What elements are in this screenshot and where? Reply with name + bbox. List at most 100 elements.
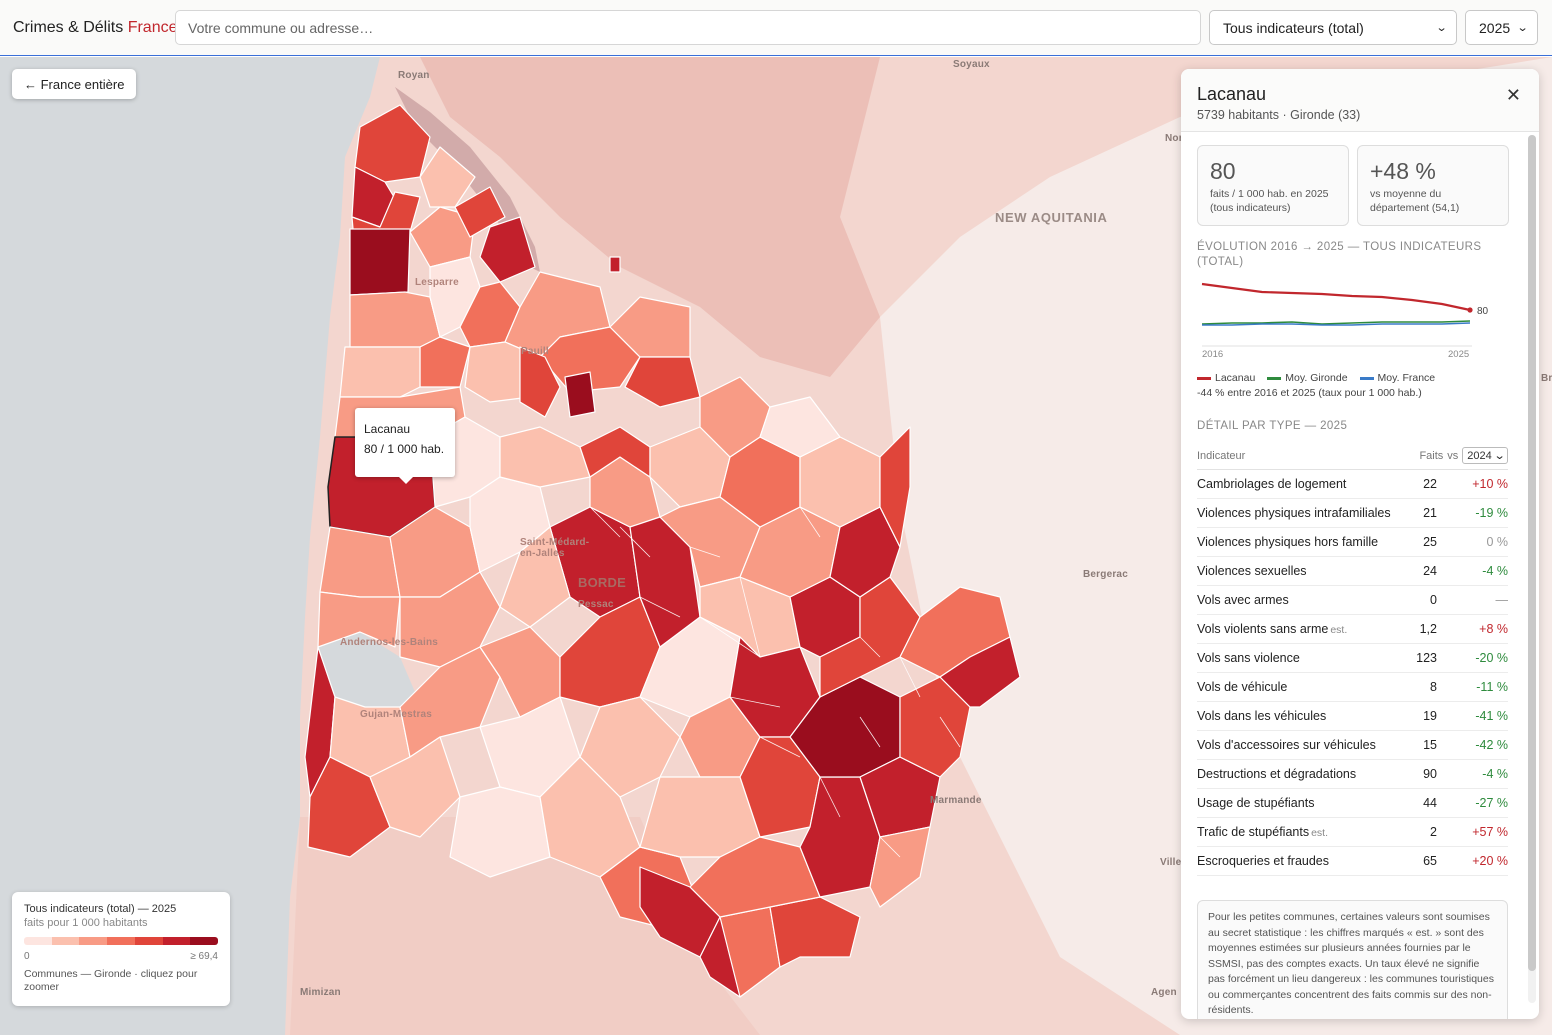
commune-polygon[interactable] — [319, 526, 401, 598]
commune-polygon[interactable] — [939, 636, 1021, 708]
commune-polygon[interactable] — [349, 228, 411, 296]
row-label: Usage de stupéfiants — [1197, 796, 1315, 810]
comparison-card: +48 % vs moyenne du département (54,1) — [1357, 145, 1509, 226]
map-label-pessac: Pessac — [578, 599, 614, 610]
table-row[interactable]: Vols sans violence 123 -20 % — [1197, 644, 1508, 673]
indicator-select-value: Tous indicateurs (total) — [1223, 19, 1364, 36]
brand-main: Crimes & Délits — [13, 18, 124, 36]
chart-legend: Lacanau Moy. Gironde Moy. France — [1197, 372, 1510, 384]
row-delta: -42 % — [1475, 738, 1508, 752]
row-label: Vols sans violence — [1197, 651, 1300, 665]
map-canvas[interactable] — [0, 57, 1552, 1035]
legend-color-step — [190, 937, 218, 945]
series-lacanau — [1201, 282, 1471, 312]
commune-polygon[interactable] — [609, 296, 691, 358]
header-facts: Faits — [1419, 449, 1444, 462]
year-select[interactable]: 2025 ⌄ — [1465, 10, 1538, 45]
legend-color-step — [107, 937, 135, 945]
commune-polygons[interactable] — [304, 104, 1021, 998]
row-facts: 19 — [1423, 709, 1437, 723]
france-back-button[interactable]: ← France entière — [12, 69, 137, 99]
table-row[interactable]: Usage de stupéfiants 44 -27 % — [1197, 789, 1508, 818]
commune-polygon[interactable] — [479, 216, 536, 283]
commune-polygon[interactable] — [499, 526, 571, 628]
commune-polygon[interactable] — [399, 571, 501, 668]
year-select-value: 2025 — [1479, 19, 1511, 36]
table-row[interactable]: Trafic de stupéfiants est. 2 +57 % — [1197, 818, 1508, 847]
chart-x-end: 2025 — [1448, 349, 1469, 360]
brand-accent: France — [127, 18, 178, 36]
legend-gironde: Moy. Gironde — [1267, 372, 1348, 384]
header-indicator: Indicateur — [1197, 449, 1246, 462]
map-label-bordeaux: BORDE — [578, 575, 626, 590]
row-facts: 123 — [1416, 651, 1437, 665]
app-brand[interactable]: Crimes & Délits France — [13, 18, 177, 37]
detail-table-header: Indicateur Faits vs 2024 ⌄ — [1197, 442, 1508, 470]
table-row[interactable]: Violences physiques hors famille 25 0 % — [1197, 528, 1508, 557]
table-row[interactable]: Vols avec armes 0 — — [1197, 586, 1508, 615]
map-label-agen: Agen — [1151, 987, 1177, 998]
commune-polygon[interactable] — [689, 836, 821, 918]
top-bar: Crimes & Délits France Tous indicateurs … — [0, 0, 1552, 56]
commune-polygon[interactable] — [409, 206, 476, 268]
legend-footer: Communes — Gironde · cliquez pour zoomer — [24, 968, 198, 993]
commune-polygon[interactable] — [454, 186, 506, 238]
detail-title: Détail par type — 2025 — [1197, 420, 1348, 432]
rate-desc: faits / 1 000 hab. en 2025 (tous indicat… — [1210, 188, 1329, 214]
commune-polygon[interactable] — [759, 396, 841, 458]
table-row[interactable]: Vols violents sans arme est. 1,2 +8 % — [1197, 615, 1508, 644]
rate-value: 80 — [1210, 158, 1236, 184]
row-facts: 65 — [1423, 854, 1437, 868]
table-row[interactable]: Vols dans les véhicules 19 -41 % — [1197, 702, 1508, 731]
table-row[interactable]: Cambriolages de logement 22 +10 % — [1197, 470, 1508, 499]
evolution-title: Évolution 2016 → 2025 — tous indicateurs… — [1197, 241, 1482, 268]
panel-commune-name: Lacanau — [1197, 84, 1267, 104]
table-row[interactable]: Violences physiques intrafamiliales 21 -19… — [1197, 499, 1508, 528]
commune-polygon[interactable] — [769, 896, 861, 968]
table-row[interactable]: Escroqueries et fraudes 65 +20 % — [1197, 847, 1508, 876]
table-row[interactable]: Vols d'accessoires sur véhicules 15 -42 % — [1197, 731, 1508, 760]
row-label: Trafic de stupéfiants est. — [1197, 825, 1329, 839]
commune-polygon[interactable] — [339, 346, 421, 398]
compare-year-select[interactable]: 2024 ⌄ — [1462, 447, 1508, 464]
commune-polygon[interactable] — [869, 826, 931, 908]
table-row[interactable]: Destructions et dégradations 90 -4 % — [1197, 760, 1508, 789]
row-facts: 90 — [1423, 767, 1437, 781]
commune-polygon[interactable] — [349, 291, 441, 348]
row-delta: -27 % — [1475, 796, 1508, 810]
commune-polygon[interactable] — [419, 336, 471, 388]
commune-polygon[interactable] — [639, 776, 761, 858]
panel-scrollbar-thumb[interactable] — [1528, 135, 1536, 971]
table-row[interactable]: Vols de véhicule 8 -11 % — [1197, 673, 1508, 702]
chart-end-label: 80 — [1477, 306, 1489, 317]
trend-text: -44 % entre 2016 et 2025 (taux pour 1 00… — [1197, 387, 1422, 399]
search-input[interactable] — [175, 10, 1201, 45]
commune-polygon[interactable] — [624, 356, 701, 408]
map-label-soyaux: Soyaux — [953, 59, 990, 70]
row-facts: 25 — [1423, 535, 1437, 549]
compare-year-value: 2024 — [1467, 449, 1492, 462]
map-label-saint-medard: Saint-Médard-en-Jalles — [520, 537, 590, 559]
commune-polygon[interactable] — [419, 146, 476, 208]
commune-polygon[interactable] — [564, 371, 596, 418]
row-facts: 8 — [1430, 680, 1437, 694]
commune-polygon[interactable] — [609, 256, 621, 273]
close-icon[interactable]: ✕ — [1505, 85, 1521, 105]
map-label-andernos: Andernos-les-Bains — [340, 637, 439, 648]
row-label: Cambriolages de logement — [1197, 477, 1347, 491]
row-facts: 22 — [1423, 477, 1437, 491]
commune-polygon[interactable] — [519, 346, 561, 418]
indicator-select[interactable]: Tous indicateurs (total) ⌄ — [1209, 10, 1457, 45]
map-label-mimizan: Mimizan — [300, 987, 341, 998]
commune-polygon[interactable] — [879, 426, 911, 548]
arcachon-bay — [318, 632, 415, 707]
map-tooltip: Lacanau 80 / 1 000 hab. — [355, 408, 455, 484]
panel-body: 80 faits / 1 000 hab. en 2025 (tous indi… — [1181, 133, 1526, 1019]
row-facts: 24 — [1423, 564, 1437, 578]
commune-polygon[interactable] — [859, 756, 941, 838]
row-facts: 21 — [1423, 506, 1437, 520]
commune-polygon[interactable] — [499, 426, 591, 488]
legend-color-step — [162, 937, 191, 945]
table-row[interactable]: Violences sexuelles 24 -4 % — [1197, 557, 1508, 586]
row-delta: -20 % — [1475, 651, 1508, 665]
